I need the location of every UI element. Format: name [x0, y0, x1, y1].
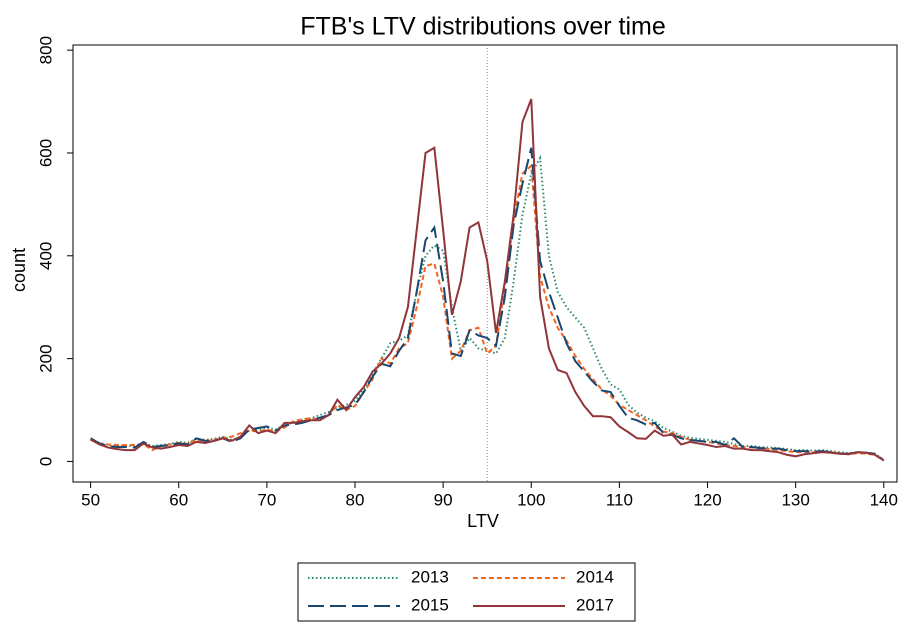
series-line: [90, 154, 885, 461]
chart-title: FTB's LTV distributions over time: [300, 13, 666, 41]
x-tick-label: 50: [81, 490, 100, 509]
x-tick-label: 90: [434, 490, 453, 509]
y-tick-label: 0: [36, 457, 55, 466]
x-tick-label: 110: [606, 490, 633, 509]
x-tick-label: 130: [781, 490, 809, 509]
legend-label: 2015: [411, 595, 449, 614]
x-tick-label: 120: [693, 490, 721, 509]
legend-label: 2013: [411, 567, 449, 586]
y-tick-label: 800: [36, 36, 55, 64]
x-tick-label: 80: [346, 490, 365, 509]
legend-label: 2014: [576, 567, 614, 586]
y-tick-label: 200: [36, 344, 55, 372]
x-tick-label: 100: [517, 490, 545, 509]
y-axis-label: count: [9, 248, 29, 292]
series-line: [90, 147, 885, 462]
series-line: [90, 98, 885, 462]
x-tick-label: 70: [257, 490, 276, 509]
x-tick-label: 140: [870, 490, 898, 509]
x-axis-label: LTV: [467, 511, 499, 531]
legend-box: [297, 562, 636, 622]
plot-frame: [72, 44, 898, 483]
y-tick-label: 400: [36, 242, 55, 270]
y-tick-label: 600: [36, 139, 55, 167]
x-tick-label: 60: [169, 490, 188, 509]
legend-label: 2017: [576, 595, 614, 614]
